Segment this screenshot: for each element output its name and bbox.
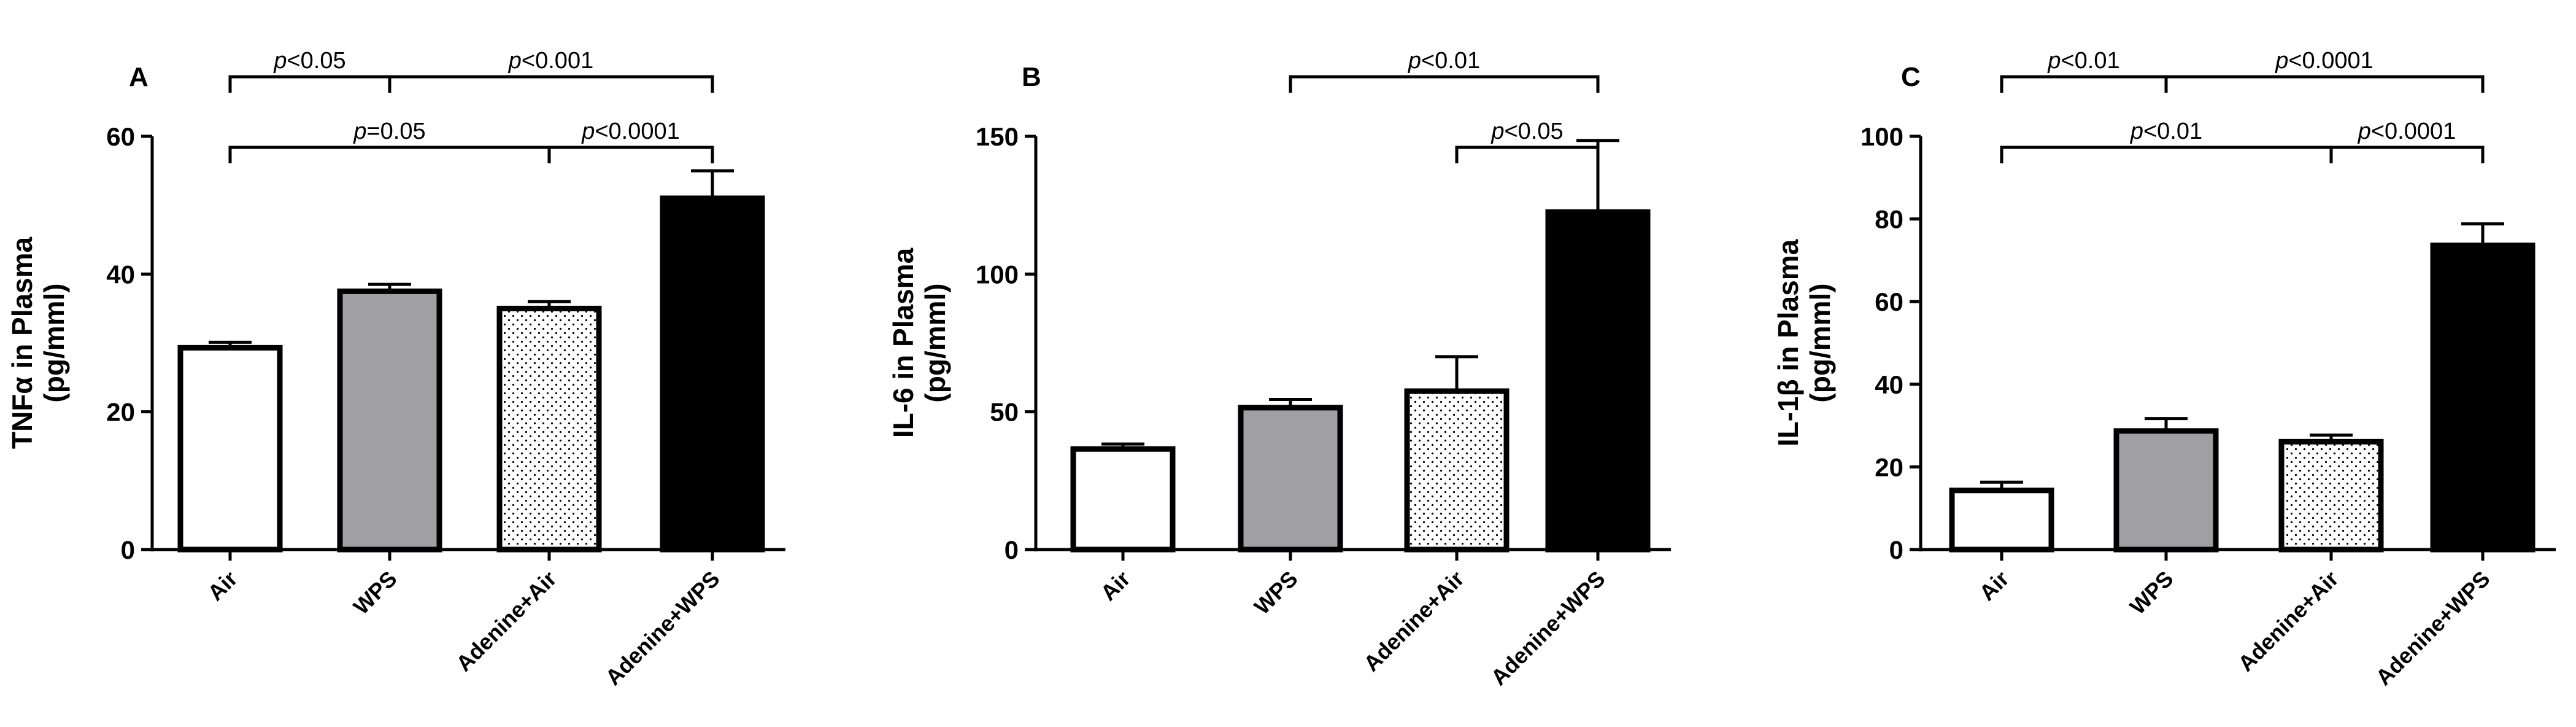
y-axis-unit: (pg/mml) bbox=[919, 283, 951, 402]
y-axis-label: IL-6 in Plasma bbox=[887, 247, 919, 438]
x-tick-label: WPS bbox=[349, 566, 402, 620]
significance-bracket: p<0.05 bbox=[228, 48, 391, 93]
p-value-label: p<0.05 bbox=[1490, 119, 1563, 144]
x-tick-label: WPS bbox=[2125, 566, 2178, 620]
y-tick-label: 40 bbox=[106, 260, 135, 289]
y-tick-label: 60 bbox=[1875, 287, 1903, 316]
y-axis-label: IL-1β in Plasma bbox=[1772, 239, 1804, 446]
x-tick-label: Air bbox=[202, 566, 242, 605]
y-tick-label: 50 bbox=[990, 398, 1019, 427]
panel-letter: C bbox=[1901, 62, 1921, 92]
bracket-line bbox=[547, 146, 714, 163]
panel-b: B IL-6 in Plasma (pg/mml) 0 50 100 150 Air WPS Ad… bbox=[887, 48, 1671, 690]
y-axis-label: TNFα in Plasma bbox=[6, 236, 38, 449]
x-tick-label: Adenine+Air bbox=[2233, 566, 2343, 677]
y-tick-label: 40 bbox=[1875, 370, 1903, 399]
bar-adenine-wps bbox=[2430, 243, 2536, 553]
p-value-label: p<0.05 bbox=[273, 48, 345, 74]
y-tick-label: 150 bbox=[976, 122, 1019, 151]
panel-a: A TNFα in Plasma (pg/mml) 0 20 40 60 Air WPS Aden… bbox=[6, 48, 785, 690]
bracket-line bbox=[388, 75, 714, 93]
bar-air bbox=[1949, 488, 2054, 553]
y-tick-label: 100 bbox=[976, 260, 1019, 289]
y-axis-unit: (pg/mml) bbox=[38, 283, 70, 402]
x-tick-label: Adenine+Air bbox=[451, 566, 561, 677]
panel-letter: A bbox=[129, 62, 148, 92]
x-tick-label: Air bbox=[1974, 566, 2013, 605]
significance-bracket: p<0.01 bbox=[2000, 119, 2333, 163]
x-tick-label: Adenine+WPS bbox=[2370, 566, 2494, 690]
p-value-label: p<0.01 bbox=[1408, 48, 1480, 74]
bracket-line bbox=[1455, 146, 1600, 163]
bracket-line bbox=[2000, 146, 2333, 163]
significance-bracket: p<0.0001 bbox=[2164, 48, 2485, 93]
significance-bracket: p<0.01 bbox=[2000, 48, 2168, 93]
y-tick-label: 0 bbox=[121, 535, 135, 564]
y-tick-label: 20 bbox=[1875, 453, 1903, 481]
bar-adenine-air bbox=[496, 305, 602, 553]
p-value-label: p<0.0001 bbox=[2358, 119, 2456, 144]
x-tick-label: Air bbox=[1095, 566, 1135, 605]
bar-air bbox=[1070, 446, 1176, 553]
panel-c: C IL-1β in Plasma (pg/mml) 0 20 40 60 80 100 Air W… bbox=[1772, 48, 2556, 690]
bar-air bbox=[177, 344, 283, 553]
y-tick-label: 0 bbox=[1889, 535, 1903, 564]
bracket-line bbox=[228, 75, 391, 93]
bar-wps bbox=[2113, 428, 2219, 553]
bar-wps bbox=[337, 288, 442, 553]
y-tick-label: 60 bbox=[106, 122, 135, 151]
panel-letter: B bbox=[1022, 62, 1041, 92]
significance-bracket: p<0.001 bbox=[388, 48, 714, 93]
y-tick-label: 20 bbox=[106, 398, 135, 427]
significance-bracket: p<0.05 bbox=[1455, 119, 1600, 163]
p-value-label: p<0.001 bbox=[508, 48, 593, 74]
p-value-label: p=0.05 bbox=[353, 119, 425, 144]
significance-bracket: p<0.01 bbox=[1289, 48, 1600, 93]
significance-bracket: p<0.0001 bbox=[547, 119, 714, 163]
bracket-line bbox=[2329, 146, 2485, 163]
bar-adenine-wps bbox=[660, 195, 765, 553]
significance-bracket: p=0.05 bbox=[228, 119, 551, 163]
y-axis-unit: (pg/mml) bbox=[1804, 283, 1836, 402]
p-value-label: p<0.01 bbox=[2130, 119, 2202, 144]
bar-adenine-air bbox=[1404, 388, 1510, 553]
x-tick-label: Adenine+WPS bbox=[1486, 566, 1610, 690]
bracket-line bbox=[2000, 75, 2168, 93]
p-value-label: p<0.0001 bbox=[581, 119, 680, 144]
y-tick-label: 80 bbox=[1875, 205, 1903, 234]
x-tick-label: Adenine+Air bbox=[1359, 566, 1469, 677]
x-tick-label: WPS bbox=[1249, 566, 1303, 620]
bracket-line bbox=[2164, 75, 2485, 93]
p-value-label: p<0.0001 bbox=[2275, 48, 2374, 74]
bracket-line bbox=[1289, 75, 1600, 93]
bar-wps bbox=[1238, 405, 1343, 553]
x-tick-label: Adenine+WPS bbox=[600, 566, 724, 690]
bracket-line bbox=[228, 146, 551, 163]
significance-bracket: p<0.0001 bbox=[2329, 119, 2485, 163]
p-value-label: p<0.01 bbox=[2047, 48, 2119, 74]
bar-adenine-air bbox=[2278, 438, 2384, 553]
bar-adenine-wps bbox=[1545, 209, 1651, 553]
y-tick-label: 0 bbox=[1005, 535, 1019, 564]
y-tick-label: 100 bbox=[1861, 122, 1903, 151]
